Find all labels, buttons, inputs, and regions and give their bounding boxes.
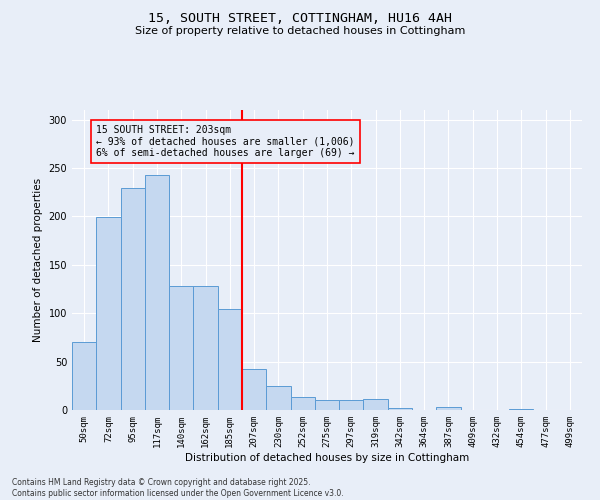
Text: Contains HM Land Registry data © Crown copyright and database right 2025.
Contai: Contains HM Land Registry data © Crown c… — [12, 478, 344, 498]
Bar — [436, 407, 461, 410]
Bar — [266, 386, 290, 410]
Bar — [145, 175, 169, 410]
Bar — [121, 188, 145, 410]
Bar — [242, 370, 266, 410]
Bar — [169, 286, 193, 410]
Bar — [388, 408, 412, 410]
Bar — [315, 400, 339, 410]
Text: Size of property relative to detached houses in Cottingham: Size of property relative to detached ho… — [135, 26, 465, 36]
X-axis label: Distribution of detached houses by size in Cottingham: Distribution of detached houses by size … — [185, 452, 469, 462]
Bar — [72, 342, 96, 410]
Bar — [193, 286, 218, 410]
Bar — [96, 218, 121, 410]
Bar — [364, 400, 388, 410]
Text: 15 SOUTH STREET: 203sqm
← 93% of detached houses are smaller (1,006)
6% of semi-: 15 SOUTH STREET: 203sqm ← 93% of detache… — [96, 124, 355, 158]
Bar — [339, 400, 364, 410]
Text: 15, SOUTH STREET, COTTINGHAM, HU16 4AH: 15, SOUTH STREET, COTTINGHAM, HU16 4AH — [148, 12, 452, 26]
Bar — [290, 398, 315, 410]
Y-axis label: Number of detached properties: Number of detached properties — [33, 178, 43, 342]
Bar — [218, 310, 242, 410]
Bar — [509, 409, 533, 410]
